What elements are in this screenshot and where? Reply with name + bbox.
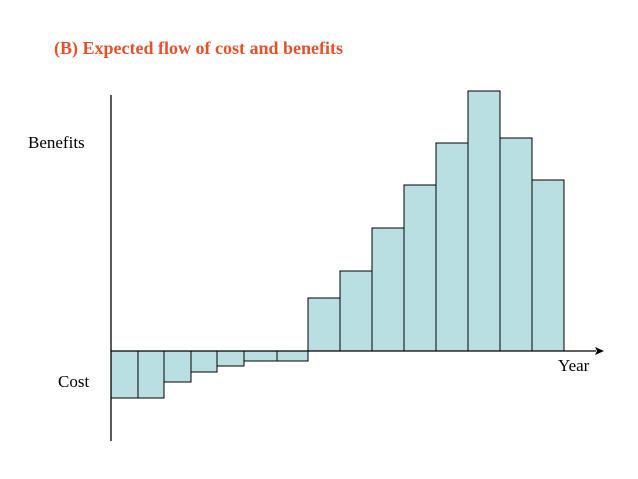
bar-1 [110, 350, 139, 399]
bar-8 [307, 297, 341, 352]
bar-3 [163, 350, 192, 383]
bars-group [110, 90, 565, 399]
benefits-axis-label: Benefits [28, 133, 85, 152]
bar-11 [403, 184, 437, 352]
bar-10 [371, 227, 405, 352]
bar-12 [435, 142, 469, 352]
bar-5 [216, 350, 245, 367]
bar-9 [339, 270, 373, 352]
bar-2 [137, 350, 165, 399]
bar-14 [499, 137, 533, 352]
bar-6 [243, 350, 278, 362]
bar-15 [531, 179, 565, 352]
year-axis-label: Year [558, 356, 590, 375]
chart-title: (B) Expected flow of cost and benefits [54, 38, 343, 58]
bar-4 [190, 350, 218, 373]
x-axis-arrow-icon [595, 347, 604, 355]
bar-7 [276, 350, 309, 362]
bar-13 [467, 90, 501, 352]
cost-axis-label: Cost [58, 372, 90, 391]
